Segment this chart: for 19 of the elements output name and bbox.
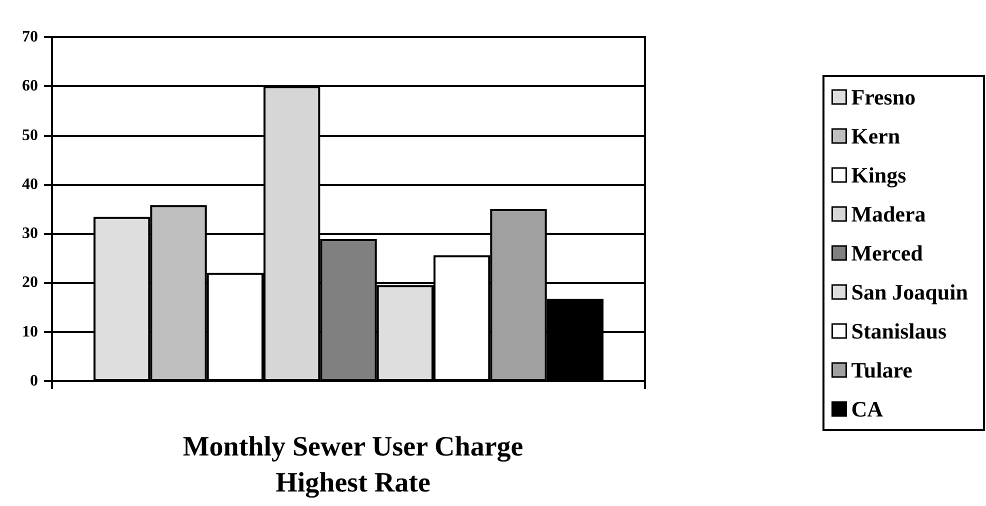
y-tick-label: 70 (22, 28, 38, 46)
y-tick-label: 60 (22, 78, 38, 95)
text: Highest Rate (276, 468, 430, 498)
legend-label: Stanislaus (851, 318, 948, 344)
y-tick-label: 10 (22, 323, 38, 340)
legend-label: Fresno (851, 84, 916, 110)
legend-label: Kern (851, 124, 900, 148)
legend-label: San Joaquin (851, 280, 968, 304)
legend-label: CA (851, 396, 884, 422)
y-tick-label: 0 (30, 372, 38, 390)
y-tick-label: 40 (22, 176, 38, 193)
y-tick-label: 50 (22, 126, 38, 144)
legend-label: Tulare (851, 358, 913, 382)
y-tick-label: 30 (22, 225, 38, 242)
y-tick-label: 20 (22, 274, 38, 292)
legend-label: Merced (851, 240, 923, 266)
legend-label: Kings (851, 162, 907, 188)
legend-label: Madera (851, 202, 926, 226)
text: Monthly Sewer User Charge (182, 432, 524, 462)
